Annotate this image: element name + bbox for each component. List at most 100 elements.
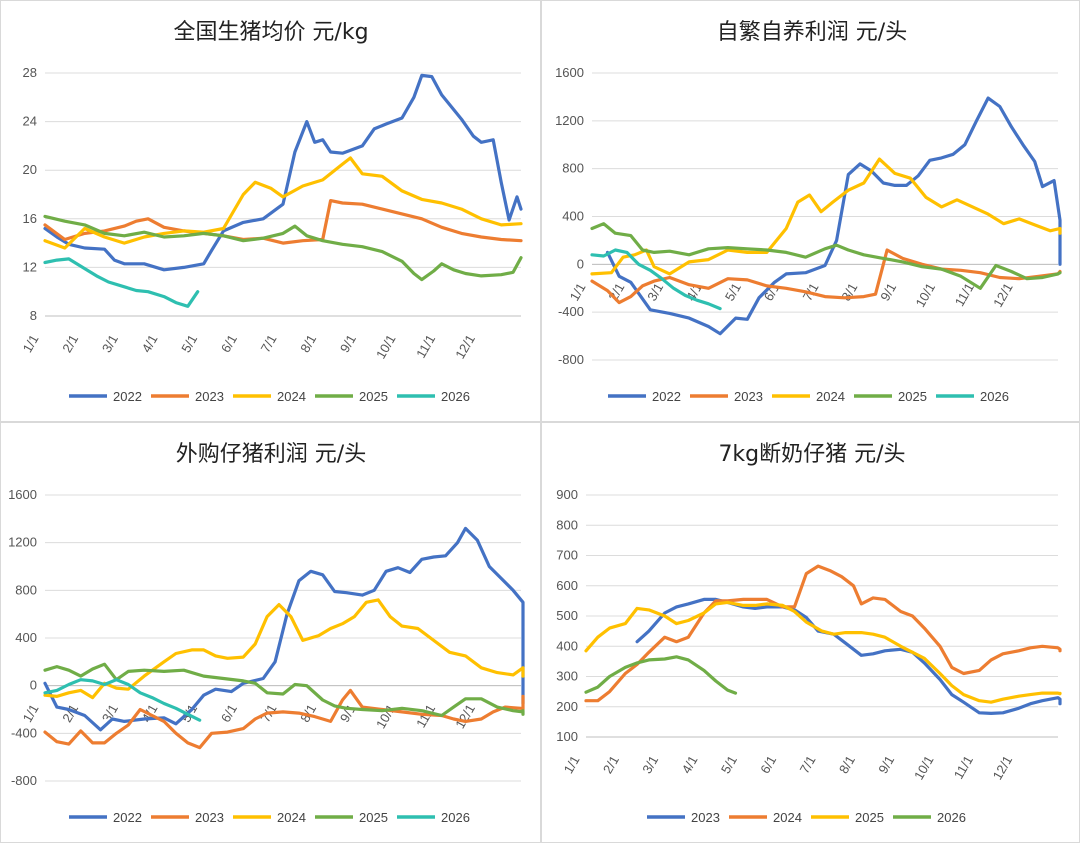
legend-label-2024: 2024 — [277, 389, 306, 404]
y-tick-label: 800 — [556, 517, 578, 532]
x-tick-label: 4/1 — [139, 332, 161, 355]
series-line-2025 — [590, 222, 1062, 290]
y-tick-label: 100 — [556, 729, 578, 744]
series-line-2026 — [43, 678, 202, 722]
x-tick-label: 2/1 — [59, 332, 81, 355]
x-tick-label: 10/1 — [912, 280, 938, 309]
legend-label-2023: 2023 — [195, 389, 224, 404]
x-tick-label: 1/1 — [20, 332, 42, 355]
legend-label-2024: 2024 — [773, 810, 802, 825]
x-tick-label: 10/1 — [373, 332, 399, 361]
legend-label-2025: 2025 — [359, 389, 388, 404]
y-tick-label: 600 — [556, 578, 578, 593]
series-line-2025 — [43, 214, 523, 282]
y-tick-label: 28 — [23, 65, 37, 80]
x-tick-label: 7/1 — [258, 332, 280, 355]
series-line-2024 — [43, 598, 525, 700]
y-tick-label: 1600 — [8, 487, 37, 502]
x-tick-label: 5/1 — [718, 753, 740, 776]
legend-label-2025: 2025 — [359, 810, 388, 825]
x-tick-label: 11/1 — [413, 332, 438, 361]
y-tick-label: 500 — [556, 608, 578, 623]
chart-panel-purchased-piglet-profit: 外购仔猪利润 元/头 -800 -400 0 400 800 1200 1600 1/1 2/1 3… — [0, 422, 541, 843]
legend-label-2023: 2023 — [734, 389, 763, 404]
x-tick-label: 1/1 — [567, 280, 589, 303]
y-tick-label: -800 — [11, 773, 37, 788]
y-tick-label: 900 — [556, 487, 578, 502]
x-tick-label: 8/1 — [836, 753, 858, 776]
x-tick-label: 8/1 — [838, 280, 860, 303]
legend-label-2022: 2022 — [652, 389, 681, 404]
y-tick-label: -400 — [558, 304, 584, 319]
series-line-2022 — [43, 73, 523, 272]
y-tick-label: 1600 — [555, 65, 584, 80]
y-tick-label: -800 — [558, 352, 584, 367]
x-tick-label: 6/1 — [218, 702, 240, 725]
series-line-2023 — [43, 688, 525, 750]
chart-title: 全国生猪均价 元/kg — [173, 20, 368, 45]
chart-title: 自繁自养利润 元/头 — [717, 20, 907, 45]
x-tick-label: 12/1 — [990, 753, 1016, 782]
legend-label-2024: 2024 — [277, 810, 306, 825]
x-tick-label: 9/1 — [877, 280, 899, 303]
x-tick-label: 6/1 — [757, 753, 779, 776]
y-tick-label: 200 — [556, 699, 578, 714]
x-tick-label: 6/1 — [218, 332, 240, 355]
series-line-2023 — [635, 597, 1062, 715]
legend-label-2023: 2023 — [691, 810, 720, 825]
series-line-2024 — [584, 564, 1062, 703]
x-tick-label: 2/1 — [600, 753, 622, 776]
legend-label-2023: 2023 — [195, 810, 224, 825]
series-line-2025 — [584, 600, 1062, 704]
y-tick-label: 1200 — [555, 113, 584, 128]
series-line-2026 — [590, 248, 722, 311]
series-line-2026 — [584, 655, 738, 695]
x-tick-label: 5/1 — [722, 280, 744, 303]
legend-label-2026: 2026 — [937, 810, 966, 825]
legend-label-2026: 2026 — [441, 389, 470, 404]
series-line-2024 — [43, 156, 523, 250]
y-tick-label: 1200 — [8, 535, 37, 550]
legend-label-2024: 2024 — [816, 389, 845, 404]
y-tick-label: 700 — [556, 548, 578, 563]
y-tick-label: 20 — [23, 162, 37, 177]
y-tick-label: 400 — [562, 209, 584, 224]
series-line-2025 — [43, 662, 525, 718]
legend-label-2022: 2022 — [113, 810, 142, 825]
x-tick-label: 5/1 — [178, 332, 200, 355]
y-tick-label: 12 — [23, 259, 37, 274]
series-line-2023 — [43, 199, 523, 245]
x-tick-label: 1/1 — [561, 753, 583, 776]
y-tick-label: -400 — [11, 725, 37, 740]
y-tick-label: 800 — [562, 161, 584, 176]
legend-label-2022: 2022 — [113, 389, 142, 404]
y-tick-label: 0 — [577, 256, 584, 271]
legend-label-2025: 2025 — [898, 389, 927, 404]
chart-title: 外购仔猪利润 元/头 — [176, 442, 366, 467]
chart-title: 7kg断奶仔猪 元/头 — [718, 442, 905, 467]
series-line-2022 — [43, 526, 525, 732]
y-tick-label: 400 — [15, 630, 37, 645]
chart-panel-weaned-piglet-price: 7kg断奶仔猪 元/头 100 200 300 400 500 600 700 800 900 1/… — [541, 422, 1080, 843]
chart-panel-hog-price: 全国生猪均价 元/kg 8 12 16 20 24 28 1/1 2/1 3/1 4/1 5/1 6/1… — [0, 0, 541, 422]
legend-label-2026: 2026 — [441, 810, 470, 825]
legend-label-2026: 2026 — [980, 389, 1009, 404]
chart-panel-self-breeding-profit: 自繁自养利润 元/头 -800 -400 0 400 800 1200 1600 1/1 2/1 3… — [541, 0, 1080, 422]
x-tick-label: 10/1 — [373, 702, 399, 731]
y-tick-label: 300 — [556, 669, 578, 684]
x-tick-label: 9/1 — [337, 332, 359, 355]
y-tick-label: 24 — [23, 114, 37, 129]
series-line-2026 — [43, 257, 200, 308]
x-tick-label: 4/1 — [679, 753, 701, 776]
series-line-2024 — [590, 157, 1062, 276]
y-tick-label: 400 — [556, 638, 578, 653]
x-tick-label: 3/1 — [639, 753, 661, 776]
x-tick-label: 3/1 — [99, 332, 121, 355]
weaned-piglet-price-chart: 7kg断奶仔猪 元/头 100 200 300 400 500 600 700 800 900 1/… — [556, 442, 1062, 825]
legend-label-2025: 2025 — [855, 810, 884, 825]
x-tick-label: 9/1 — [875, 753, 897, 776]
x-tick-label: 11/1 — [951, 753, 976, 782]
